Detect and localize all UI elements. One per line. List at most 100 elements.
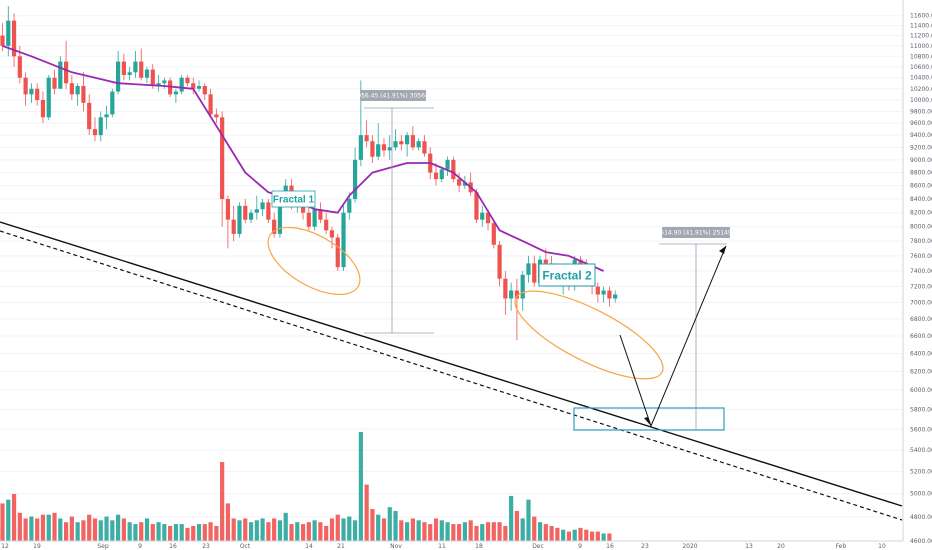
time-axis[interactable]: 12 19 Sep 9 16 23 Oct 14 21 Nov 11 18 Dec 9 16 23 2020 13… bbox=[0, 540, 903, 550]
volume-bar bbox=[6, 499, 11, 541]
candle-body bbox=[144, 69, 150, 78]
volume-bar bbox=[445, 522, 450, 541]
volume-bar bbox=[168, 525, 173, 541]
price-tick-label: 6200.00 bbox=[910, 368, 932, 375]
candle-body bbox=[248, 212, 254, 220]
price-tick-label: 11400.00 bbox=[910, 23, 932, 30]
volume-bar bbox=[537, 522, 543, 541]
volume-bar bbox=[110, 520, 115, 541]
price-tick-label: 7400.00 bbox=[910, 268, 932, 275]
volume-bar bbox=[480, 524, 485, 541]
candle-body bbox=[358, 135, 363, 160]
projection-arrowhead-down bbox=[644, 417, 651, 426]
price-tick-label: 9000.00 bbox=[910, 157, 932, 164]
volume-bar bbox=[485, 522, 491, 541]
volume-bar bbox=[260, 518, 265, 541]
volume-bar bbox=[116, 514, 121, 541]
measure-2-badge: 2514.90 (41.91%) 251490 bbox=[656, 227, 736, 238]
time-tick-label: 13 bbox=[745, 543, 753, 550]
candle-body bbox=[23, 77, 28, 95]
volume-bar bbox=[422, 522, 427, 541]
time-tick-label: 9 bbox=[578, 543, 582, 550]
volume-bar bbox=[295, 522, 300, 541]
candle-body bbox=[503, 278, 508, 299]
volume-bar bbox=[428, 524, 433, 541]
time-tick-label: 21 bbox=[337, 543, 345, 550]
volume-bar bbox=[237, 520, 242, 541]
volume-bar bbox=[63, 522, 69, 541]
price-tick-label: 8800.00 bbox=[910, 170, 932, 177]
candle-body bbox=[52, 77, 57, 89]
candle-body bbox=[509, 290, 514, 299]
candle-body bbox=[150, 69, 155, 86]
candle-body bbox=[341, 212, 346, 268]
candle-body bbox=[393, 141, 398, 148]
volume-bar bbox=[272, 518, 277, 541]
time-tick-label: Oct bbox=[240, 543, 251, 550]
volume-bar bbox=[578, 527, 583, 541]
price-tick-label: 7000.00 bbox=[910, 300, 932, 307]
time-tick-label: Dec bbox=[532, 543, 544, 550]
time-tick-label: 11 bbox=[438, 543, 446, 550]
candle-body bbox=[381, 144, 387, 151]
volume-bar bbox=[352, 520, 358, 541]
candle-body bbox=[127, 72, 132, 76]
candle-body bbox=[196, 85, 202, 89]
candle-body bbox=[266, 202, 271, 220]
volume-bar bbox=[324, 525, 329, 541]
volume-bar bbox=[607, 533, 612, 541]
volume-bar bbox=[75, 522, 80, 541]
candle-body bbox=[613, 294, 618, 299]
volume-bar bbox=[243, 518, 248, 541]
candle-body bbox=[202, 85, 207, 95]
time-tick-label: 10 bbox=[878, 543, 886, 550]
volume-bar bbox=[144, 518, 150, 541]
grid bbox=[0, 15, 902, 542]
volume-bar bbox=[370, 509, 375, 541]
volume-bar bbox=[491, 522, 496, 541]
volume-bar bbox=[23, 518, 28, 541]
solid-trendline bbox=[0, 221, 903, 507]
candle-body bbox=[416, 141, 421, 148]
candle-body bbox=[231, 219, 236, 234]
time-tick-label: 12 bbox=[1, 543, 9, 550]
candle-body bbox=[254, 209, 259, 213]
time-tick-label: 19 bbox=[33, 543, 41, 550]
volume-bar bbox=[457, 524, 462, 541]
candlesticks bbox=[0, 6, 618, 341]
volume-bar bbox=[139, 522, 144, 541]
measure-1-badge: 3056.45 (41.91%) 305645 bbox=[353, 90, 433, 101]
candle-body bbox=[162, 80, 167, 84]
price-tick-label: 7200.00 bbox=[910, 284, 932, 291]
fractal-1-label: Fractal 1 bbox=[271, 190, 316, 208]
price-tick-label: 9600.00 bbox=[910, 120, 932, 127]
candle-body bbox=[607, 290, 612, 299]
volume-bar bbox=[532, 516, 537, 541]
candle-body bbox=[104, 114, 109, 118]
price-tick-label: 10000.00 bbox=[910, 97, 932, 104]
annotations bbox=[267, 107, 727, 431]
fractal-2-text: Fractal 2 bbox=[542, 268, 592, 282]
price-tick-label: 5400.00 bbox=[910, 447, 932, 454]
candle-body bbox=[480, 212, 485, 220]
price-tick-label: 9800.00 bbox=[910, 108, 932, 115]
candle-body bbox=[347, 199, 352, 213]
candle-body bbox=[364, 135, 369, 142]
volume-bar bbox=[81, 520, 86, 541]
volume-bar bbox=[595, 531, 600, 541]
volume-bar bbox=[589, 531, 595, 541]
volume-bar bbox=[347, 516, 352, 541]
candle-body bbox=[491, 223, 496, 245]
price-tick-label: 5800.00 bbox=[910, 406, 932, 413]
price-tick-label: 8400.00 bbox=[910, 196, 932, 203]
volume-bar bbox=[387, 507, 392, 541]
price-tick-label: 11200.00 bbox=[910, 33, 932, 40]
price-axis[interactable]: 11600.00 11400.00 11200.00 11000.00 10800.00… bbox=[902, 0, 932, 545]
volume-bar bbox=[185, 527, 190, 541]
candle-body bbox=[335, 237, 340, 268]
candle-body bbox=[98, 117, 103, 136]
candle-body bbox=[422, 141, 427, 154]
price-tick-label: 4800.00 bbox=[910, 514, 932, 521]
candle-body bbox=[410, 135, 415, 148]
